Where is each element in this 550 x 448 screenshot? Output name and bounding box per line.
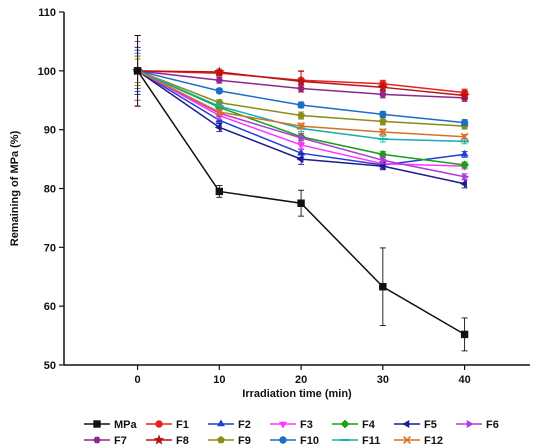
legend-label-f6: F6: [486, 419, 499, 431]
legend-marker-f3: [279, 421, 287, 429]
legend-label-f10: F10: [300, 435, 319, 447]
data-point-f8: [295, 75, 307, 86]
legend-item-f9: F9: [208, 435, 251, 447]
series-mpa: [133, 35, 469, 352]
legend-item-f10: F10: [270, 435, 319, 447]
data-point-f12: [460, 132, 469, 141]
x-tick-label: 40: [458, 374, 470, 386]
legend-label-f4: F4: [362, 419, 376, 431]
legend-item-f5: F5: [394, 419, 437, 431]
legend-label-f12: F12: [424, 435, 443, 447]
legend-item-f6: F6: [456, 419, 499, 431]
legend-item-f4: F4: [332, 419, 376, 431]
legend-label-mpa: MPa: [114, 419, 138, 431]
x-tick-label: 0: [135, 374, 141, 386]
legend-marker-f1: [155, 420, 163, 428]
data-point-f9: [378, 117, 387, 125]
legend-item-f11: F11: [332, 435, 380, 447]
data-point-mpa: [133, 67, 142, 75]
legend-item-mpa: MPa: [84, 419, 138, 431]
data-point-f5: [296, 155, 304, 164]
legend-label-f11: F11: [362, 435, 380, 447]
legend-label-f7: F7: [114, 435, 127, 447]
legend-marker-f7: [93, 436, 101, 444]
data-point-f8: [459, 89, 470, 101]
data-point-f2: [460, 149, 469, 157]
data-point-f8: [214, 66, 225, 77]
data-point-f12-stroke: [460, 132, 469, 141]
legend-marker-mpa: [93, 420, 101, 428]
data-point-f10: [215, 87, 224, 95]
data-point-f6: [380, 156, 388, 165]
x-tick-label: 10: [213, 374, 225, 386]
legend-marker-f9: [217, 435, 225, 444]
data-point-mpa: [379, 283, 387, 291]
data-point-f12: [378, 128, 387, 136]
legend-label-f3: F3: [300, 419, 313, 431]
data-point-f12: [215, 108, 224, 116]
series-f2: [133, 49, 469, 169]
data-point-f10: [297, 101, 305, 109]
series-f10: [133, 52, 469, 127]
data-point-f10: [379, 110, 387, 119]
axes: 50 60 70 80 90 100 110 0 10 20 30 40: [38, 7, 530, 386]
data-point-f5: [460, 179, 467, 188]
data-point-f6: [462, 172, 470, 181]
data-point-f7: [379, 91, 387, 98]
data-point-f8: [377, 81, 389, 92]
series-f12: [133, 55, 469, 141]
y-tick-label: 90: [44, 125, 56, 137]
data-point-f4: [460, 160, 470, 170]
series-layer: [132, 35, 470, 352]
legend-item-f7: F7: [84, 435, 127, 447]
y-tick-label: 50: [44, 360, 56, 372]
legend-marker-f12-stroke: [403, 436, 411, 444]
series-f8: [132, 35, 470, 107]
y-axis-title: Remaining of MPa (%): [9, 130, 21, 246]
data-point-f7: [215, 77, 224, 84]
legend-marker-f12: [403, 436, 411, 444]
data-point-f5: [214, 123, 222, 132]
x-tick-label: 30: [377, 374, 389, 386]
data-point-f6: [298, 133, 306, 142]
legend-label-f5: F5: [424, 419, 437, 431]
legend-item-f1: F1: [146, 419, 189, 431]
series-f11: [133, 55, 469, 145]
legend-marker-f4: [340, 419, 350, 429]
legend-marker-f6: [466, 420, 474, 428]
data-point-mpa: [297, 199, 305, 207]
legend-label-f1: F1: [176, 419, 189, 431]
data-point-f3: [297, 142, 306, 150]
legend-marker-f2: [217, 419, 225, 427]
y-tick-label: 70: [44, 242, 56, 254]
y-tick-label: 110: [38, 7, 56, 19]
legend-item-f3: F3: [270, 419, 313, 431]
data-point-f9: [297, 111, 305, 119]
legend-marker-f8: [153, 434, 165, 445]
y-tick-label: 100: [38, 66, 56, 78]
data-point-mpa: [460, 330, 469, 339]
legend: MPa F1 F2 F3 F4 F5 F6 F7 F8 F9 F10 F11 F12: [84, 419, 499, 447]
data-point-f12: [297, 122, 306, 131]
legend-item-f8: F8: [146, 434, 189, 447]
legend-item-f12: F12: [394, 435, 443, 447]
legend-label-f9: F9: [238, 435, 251, 447]
x-axis-title: Irradiation time (min): [242, 388, 352, 400]
x-tick-label: 20: [295, 374, 307, 386]
data-point-f12-stroke: [297, 122, 306, 131]
legend-item-f2: F2: [208, 419, 251, 431]
data-point-f12-stroke: [215, 108, 224, 116]
data-point-f12-stroke: [378, 128, 387, 136]
legend-marker-f10: [279, 436, 287, 444]
data-point-mpa: [215, 187, 224, 196]
data-point-f10: [460, 118, 469, 127]
y-tick-label: 60: [44, 301, 56, 313]
legend-label-f2: F2: [238, 419, 251, 431]
data-point-f5: [378, 162, 386, 171]
legend-label-f8: F8: [176, 435, 189, 447]
legend-marker-f5: [402, 420, 410, 428]
y-tick-label: 80: [44, 184, 56, 196]
